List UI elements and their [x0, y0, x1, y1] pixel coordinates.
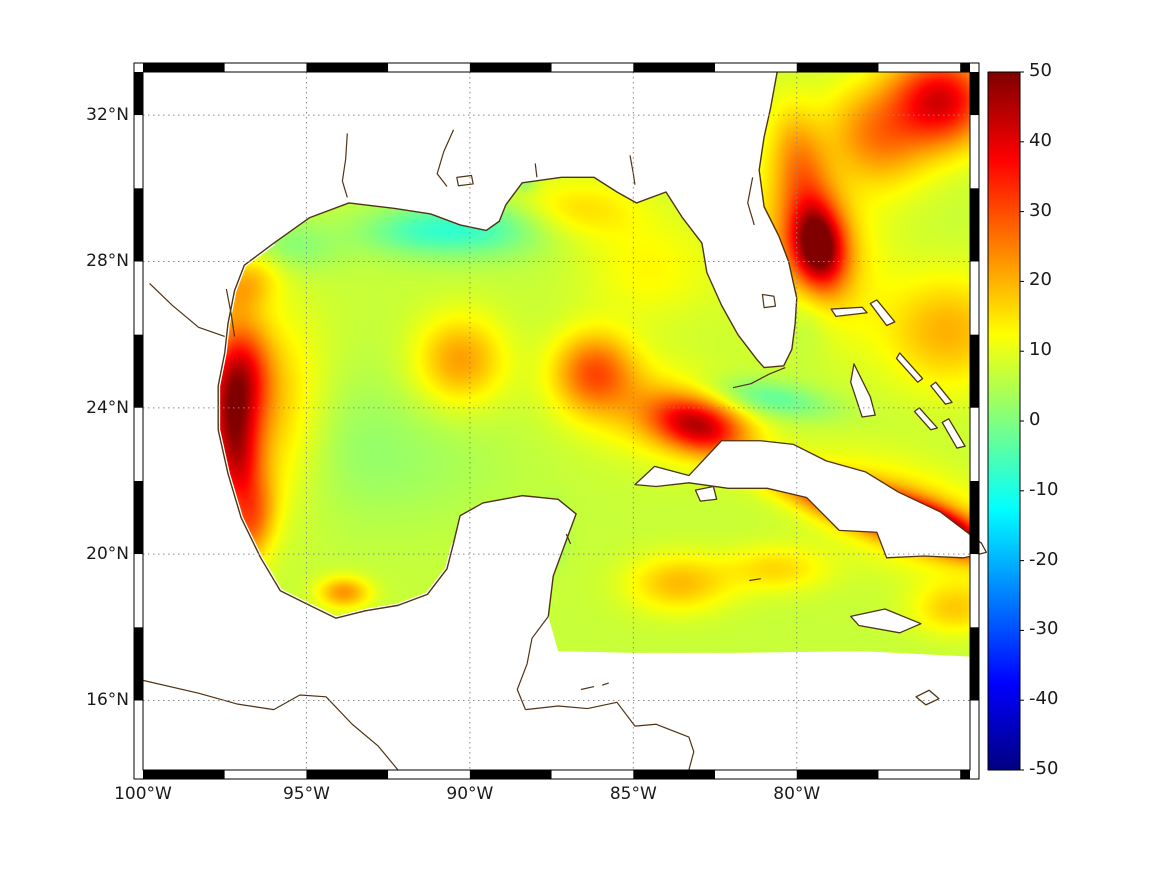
- y-tick-label: 20°N: [86, 544, 129, 565]
- x-tick-label: 80°W: [773, 784, 821, 804]
- y-tick-label: 32°N: [86, 105, 129, 126]
- colorbar-tick-label: 10: [1029, 339, 1052, 361]
- x-tick-label: 100°W: [114, 784, 172, 804]
- colorbar-tick-label: 30: [1029, 199, 1052, 221]
- colorbar-tick-label: -40: [1029, 688, 1059, 710]
- colorbar-tick-label: 50: [1029, 60, 1052, 81]
- y-tick-label: 28°N: [86, 251, 129, 272]
- y-tick-label: 16°N: [86, 690, 129, 711]
- x-tick-label: 95°W: [282, 784, 330, 804]
- colorbar-tick-label: -50: [1029, 758, 1059, 779]
- x-tick-label: 90°W: [446, 784, 494, 804]
- y-tick-label: 24°N: [86, 397, 129, 418]
- colorbar-tick-label: 0: [1029, 409, 1041, 430]
- colorbar-tick-label: -20: [1029, 548, 1059, 570]
- colorbar-tick-label: -10: [1029, 478, 1059, 500]
- colorbar-tick-label: 40: [1029, 129, 1052, 151]
- colorbar-tick-label: 20: [1029, 269, 1052, 291]
- x-tick-label: 85°W: [609, 784, 657, 804]
- colorbar-tick-label: -30: [1029, 618, 1059, 640]
